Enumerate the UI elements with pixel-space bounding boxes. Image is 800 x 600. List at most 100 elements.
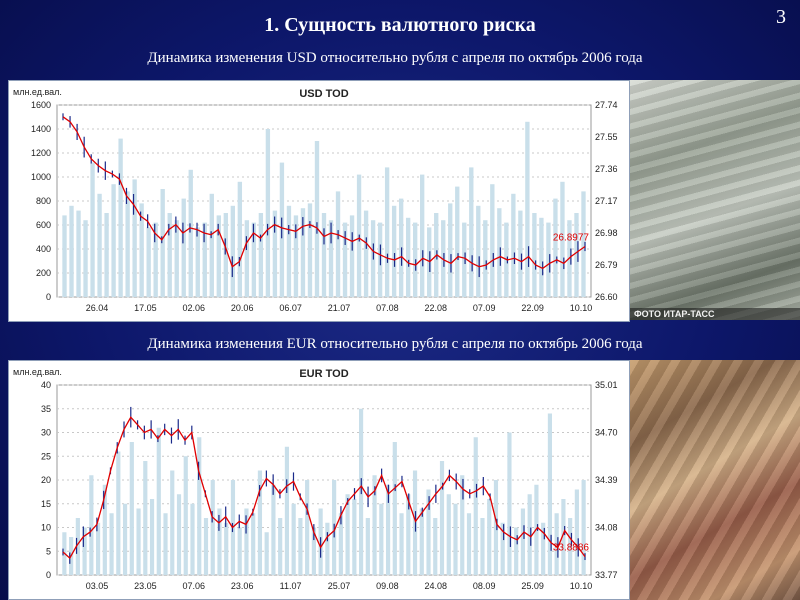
chart-1-volume-bar — [149, 499, 155, 575]
chart-0-volume-bar — [265, 129, 271, 297]
chart-0-x-tick-label: 02.06 — [183, 303, 206, 313]
chart-0-volume-bar — [469, 167, 474, 297]
chart-0-volume-bar — [307, 203, 313, 297]
chart-1-x-tick-label: 09.08 — [376, 581, 399, 591]
chart-0-volume-bar — [363, 210, 369, 297]
chart-1-volume-bar — [305, 480, 310, 575]
chart-1-volume-bar — [466, 513, 472, 575]
slide-number: 3 — [776, 6, 786, 28]
chart-0-volume-bar — [90, 162, 95, 297]
chart-1-volume-bar — [527, 494, 532, 575]
chart-1-volume-bar — [399, 513, 404, 575]
chart-0-title: USD TOD — [299, 88, 348, 100]
chart-0-volume-tick-label: 600 — [36, 220, 51, 230]
chart-1-volume-tick-label: 25 — [41, 451, 51, 461]
chart-0-x-tick-label: 26.04 — [86, 303, 109, 313]
chart-0-volume-bar — [349, 215, 355, 297]
chart-0-volume-bar — [62, 215, 67, 297]
chart-0-volume-bar — [188, 169, 193, 297]
chart-1-ylabel: млн.ед.вал. — [13, 367, 62, 377]
chart-0-volume-bar — [153, 222, 158, 297]
chart-1-x-tick-label: 23.06 — [231, 581, 254, 591]
chart-0-price-tick-label: 26.60 — [595, 292, 618, 302]
dollar-banknotes-photo: ФОТО ИТАР-ТАСС — [630, 80, 800, 320]
chart-0-x-tick-label: 22.08 — [425, 303, 448, 313]
chart-0-volume-bar — [342, 222, 348, 297]
chart-1-price-tick-label: 34.08 — [595, 523, 618, 533]
chart-0-volume-bar — [272, 210, 278, 297]
chart-1-volume-bar — [581, 480, 586, 575]
chart-1-volume-tick-label: 5 — [46, 546, 51, 556]
chart-0-volume-bar — [321, 213, 327, 297]
chart-0-volume-bar — [258, 213, 264, 297]
chart-1-volume-bar — [419, 508, 424, 575]
chart-1-volume-bar — [224, 522, 229, 575]
chart-1-volume-bar — [365, 518, 370, 575]
chart-1-volume-bar — [284, 446, 290, 575]
chart-1-volume-bar — [574, 489, 579, 575]
chart-1-volume-bar — [183, 456, 188, 575]
chart-1-title: EUR TOD — [299, 368, 348, 380]
chart-1-price-tick-label: 34.70 — [595, 428, 618, 438]
chart-1-price-tick-label: 34.39 — [595, 475, 618, 485]
chart-0-volume-bar — [476, 205, 481, 297]
chart-0-volume-tick-label: 0 — [46, 292, 51, 302]
usd-chart-subtitle: Динамика изменения USD относительно рубл… — [147, 50, 643, 66]
chart-0-volume-tick-label: 1600 — [31, 100, 51, 110]
chart-1-volume-bar — [170, 470, 175, 575]
chart-1-volume-bar — [102, 484, 107, 575]
chart-1-volume-bar — [487, 499, 492, 575]
usd-chart-panel: 0 200 400 600 800 1000 1200 1400 1600 26.60 26.79 2… — [8, 80, 630, 322]
chart-0-ylabel: млн.ед.вал. — [13, 87, 62, 97]
chart-0-volume-bar — [511, 193, 516, 297]
chart-0-volume-bar — [202, 222, 207, 297]
chart-0-volume-bar — [125, 191, 130, 297]
chart-0-volume-bar — [286, 205, 292, 297]
chart-0-volume-bar — [518, 210, 523, 297]
chart-0-volume-bar — [132, 179, 137, 297]
chart-0-volume-bar — [420, 174, 425, 297]
chart-0-price-tick-label: 26.79 — [595, 260, 618, 270]
chart-0-volume-bar — [441, 220, 446, 297]
chart-1-volume-bar — [520, 508, 526, 575]
chart-1-volume-tick-label: 0 — [46, 570, 51, 580]
chart-0-x-tick-label: 20.06 — [231, 303, 254, 313]
chart-0-volume-bar — [483, 220, 488, 297]
slide-title: 1. Сущность валютного риска — [264, 14, 536, 36]
chart-1-volume-bar — [480, 518, 485, 575]
chart-0-volume-tick-label: 1400 — [31, 124, 51, 134]
chart-1-volume-bar — [352, 499, 357, 575]
chart-0-volume-bar — [69, 205, 74, 297]
chart-0-volume-bar — [230, 205, 236, 297]
chart-0-x-tick-label: 17.05 — [134, 303, 157, 313]
chart-1-volume-bar — [392, 442, 397, 575]
chart-0-volume-bar — [405, 217, 411, 297]
chart-0-price-line — [62, 116, 586, 270]
chart-1-volume-bar — [210, 480, 215, 575]
chart-1-volume-bar — [271, 484, 276, 575]
chart-1-volume-bar — [514, 527, 519, 575]
chart-1-x-tick-label: 11.07 — [280, 581, 302, 591]
chart-0-volume-tick-label: 800 — [36, 196, 51, 206]
chart-0-volume-bar — [314, 141, 320, 297]
usd-tod-chart: 0 200 400 600 800 1000 1200 1400 1600 26.60 26.79 2… — [13, 87, 618, 313]
chart-1-volume-bar — [257, 470, 263, 575]
chart-0-volume-bar — [160, 189, 165, 297]
chart-1-volume-bar — [156, 427, 161, 575]
chart-0-volume-bar — [300, 208, 306, 297]
chart-0-volume-tick-label: 1200 — [31, 148, 51, 158]
chart-0-volume-bar — [146, 227, 151, 297]
chart-1-volume-bar — [500, 522, 505, 575]
chart-0-volume-bar — [455, 186, 460, 297]
chart-0-volume-bar — [237, 181, 243, 297]
chart-0-volume-bar — [244, 220, 250, 297]
chart-0-price-tick-label: 27.74 — [595, 100, 618, 110]
chart-0-x-tick-label: 10.10 — [570, 303, 593, 313]
chart-0-volume-bar — [335, 191, 341, 297]
chart-0-volume-bar — [223, 213, 228, 297]
chart-1-volume-bar — [298, 518, 303, 575]
chart-1-volume-bar — [453, 503, 458, 575]
chart-1-volume-bar — [439, 461, 445, 575]
chart-0-volume-tick-label: 1000 — [31, 172, 51, 182]
chart-0-x-tick-label: 21.07 — [328, 303, 351, 313]
